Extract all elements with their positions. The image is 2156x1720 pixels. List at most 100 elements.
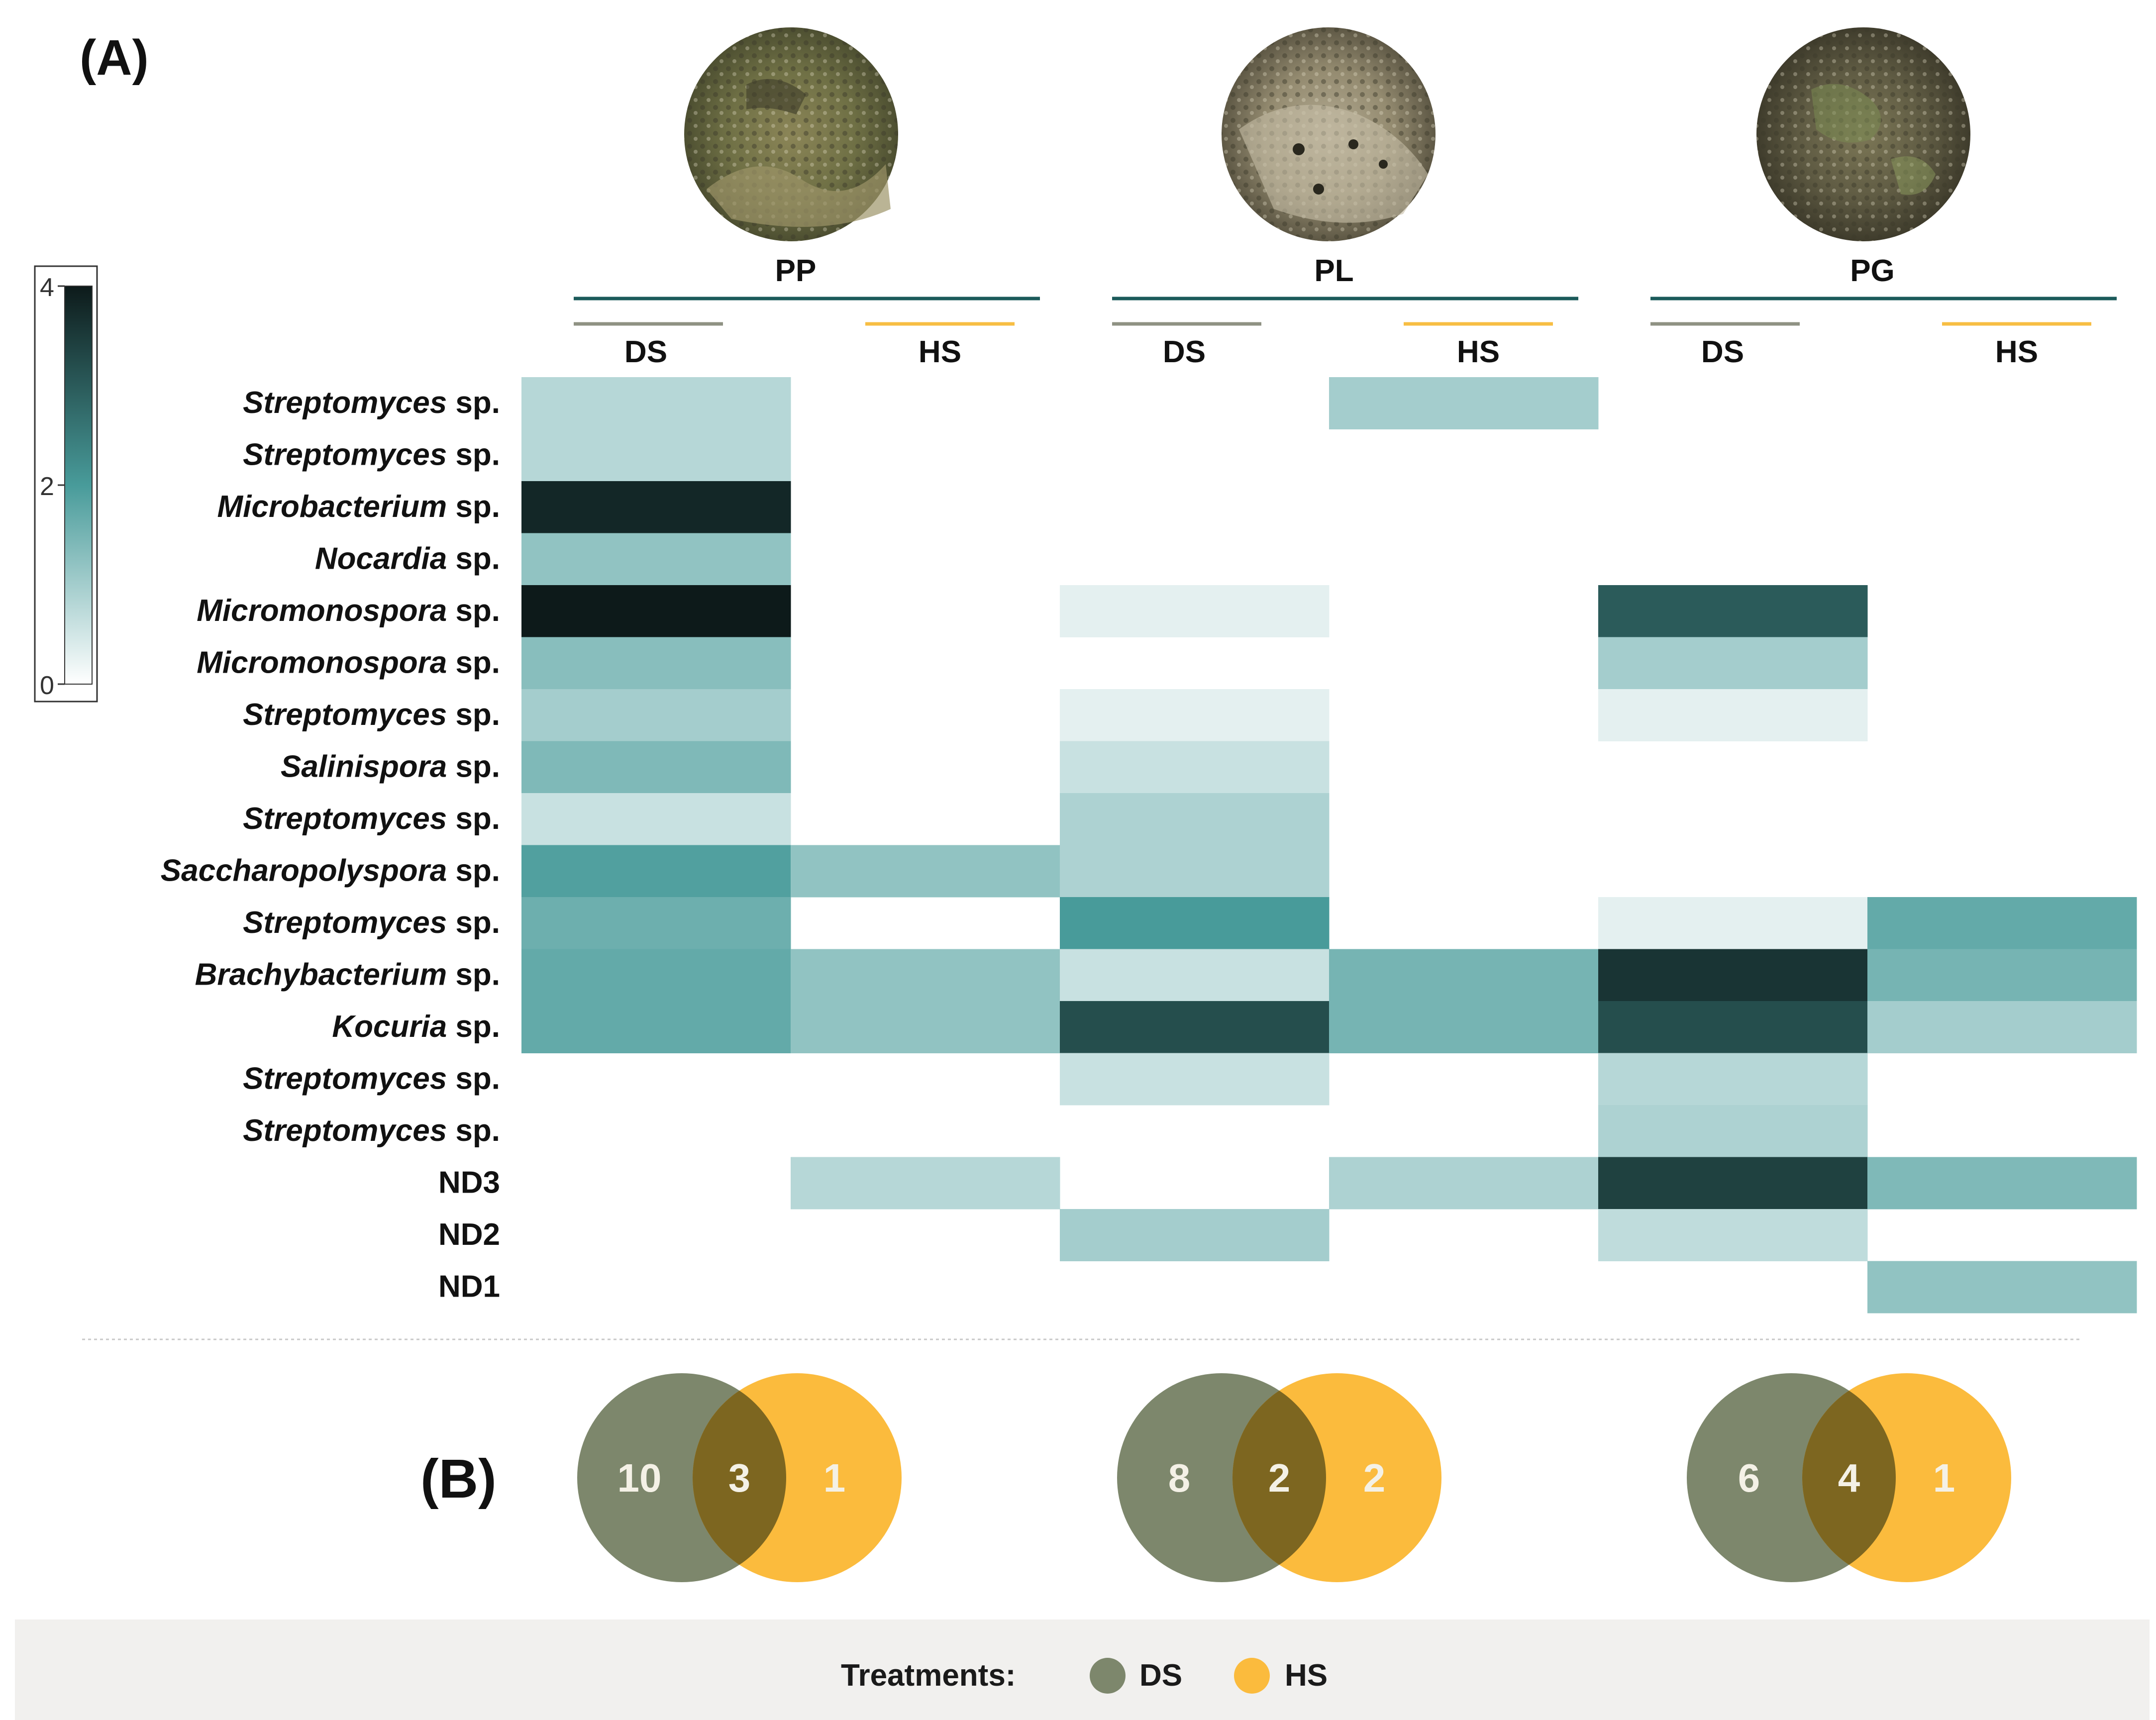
heatmap-cell — [1060, 793, 1330, 845]
colorbar-tick-label-2: 2 — [40, 472, 54, 501]
heatmap-cell — [1060, 1001, 1330, 1053]
legend-label-ds: DS — [1139, 1658, 1183, 1693]
row-label: Saccharopolyspora sp. — [161, 854, 500, 888]
row-label: ND2 — [438, 1217, 500, 1252]
heatmap-cell — [521, 897, 791, 949]
venn-count-hs-only: 2 — [1363, 1456, 1386, 1500]
sponge-photo-pp — [684, 27, 898, 241]
heatmap-cell — [791, 949, 1060, 1002]
venn-count-hs-only: 1 — [823, 1456, 846, 1500]
row-label: ND3 — [438, 1166, 500, 1200]
heatmap-cell — [1329, 1157, 1599, 1210]
legend-label-hs: HS — [1285, 1658, 1328, 1693]
sponge-photo-pl — [1222, 27, 1436, 241]
heatmap-cell — [521, 533, 791, 586]
row-labels: Streptomyces sp. Streptomyces sp. Microbac… — [161, 386, 500, 1304]
colorbar-tick-label-4: 4 — [40, 273, 54, 302]
heatmap-cell — [1867, 949, 2137, 1002]
heatmap-cell — [521, 949, 791, 1002]
heatmap-cell — [1598, 1157, 1868, 1210]
venn-pl: 8 2 2 — [1117, 1373, 1441, 1582]
heatmap-cell — [1060, 1209, 1330, 1261]
heatmap-cell — [1598, 949, 1868, 1002]
heatmap-cell — [1598, 637, 1868, 690]
row-label: Micromonospora sp. — [197, 646, 500, 680]
row-label: Brachybacterium sp. — [195, 958, 500, 992]
heatmap-cells — [521, 377, 2137, 1314]
heatmap-cell — [521, 585, 791, 637]
venn-pg: 6 4 1 — [1687, 1373, 2011, 1582]
heatmap-cell — [521, 793, 791, 845]
heatmap-cell — [521, 377, 791, 429]
heatmap-cell — [1060, 949, 1330, 1002]
heatmap-cell — [791, 1157, 1060, 1210]
venn-count-ds-only: 10 — [617, 1456, 662, 1500]
heatmap-cell — [1598, 897, 1868, 949]
heatmap-cell — [1867, 1001, 2137, 1053]
venn-diagrams: 10 3 1 8 2 2 6 4 1 — [577, 1373, 2011, 1582]
row-label: Streptomyces sp. — [243, 1062, 500, 1096]
heatmap-cell — [1060, 741, 1330, 794]
group-label-pl: PL — [1314, 254, 1353, 288]
row-label: Microbacterium sp. — [217, 490, 500, 524]
heatmap-cell — [521, 689, 791, 741]
heatmap-cell — [1060, 1053, 1330, 1106]
treatment-label-pl-ds: DS — [1163, 335, 1206, 369]
heatmap-cell — [1867, 1261, 2137, 1314]
heatmap-cell — [1060, 585, 1330, 637]
heatmap-cell — [1329, 1001, 1599, 1053]
heatmap-cell — [1598, 1001, 1868, 1053]
heatmap-cell — [791, 845, 1060, 898]
venn-count-shared: 3 — [728, 1456, 751, 1500]
heatmap-cell — [521, 429, 791, 482]
heatmap-cell — [1060, 845, 1330, 898]
heatmap-cell — [521, 481, 791, 533]
column-headers: PP DS HS PL DS HS PG DS HS — [574, 254, 2117, 369]
venn-pp: 10 3 1 — [577, 1373, 902, 1582]
heatmap-cell — [1329, 949, 1599, 1002]
venn-count-ds-only: 8 — [1168, 1456, 1191, 1500]
venn-count-hs-only: 1 — [1933, 1456, 1955, 1500]
legend-dot-ds — [1090, 1658, 1126, 1694]
colorbar-tick-label-0: 0 — [40, 671, 54, 700]
row-label: ND1 — [438, 1270, 500, 1304]
colorbar-gradient — [64, 286, 93, 685]
heatmap-cell — [1060, 689, 1330, 741]
sponge-photo-pg — [1756, 27, 1970, 241]
heatmap-cell — [1867, 1157, 2137, 1210]
row-label: Streptomyces sp. — [243, 386, 500, 420]
row-label: Streptomyces sp. — [243, 802, 500, 836]
row-label: Streptomyces sp. — [243, 698, 500, 732]
treatment-label-pl-hs: HS — [1457, 335, 1500, 369]
venn-overlap — [1802, 1390, 1896, 1565]
row-label: Kocuria sp. — [332, 1010, 500, 1044]
row-label: Streptomyces sp. — [243, 438, 500, 472]
heatmap-cell — [521, 741, 791, 794]
group-label-pp: PP — [775, 254, 817, 288]
venn-count-ds-only: 6 — [1738, 1456, 1760, 1500]
legend-dot-hs — [1234, 1658, 1270, 1694]
panel-label-a: (A) — [80, 30, 149, 86]
treatment-label-pg-ds: DS — [1701, 335, 1744, 369]
treatment-label-pp-hs: HS — [919, 335, 961, 369]
heatmap-cell — [1598, 1105, 1868, 1157]
venn-count-shared: 2 — [1268, 1456, 1291, 1500]
heatmap-cell — [1598, 689, 1868, 741]
legend-title: Treatments: — [841, 1658, 1016, 1693]
heatmap-cell — [1598, 1053, 1868, 1106]
heatmap-cell — [1867, 897, 2137, 949]
row-label: Salinispora sp. — [281, 750, 500, 784]
venn-count-shared: 4 — [1838, 1456, 1860, 1500]
heatmap-cell — [1598, 1209, 1868, 1261]
venn-overlap — [693, 1390, 786, 1565]
legend-bar — [15, 1619, 2150, 1720]
panel-label-b: (B) — [420, 1448, 497, 1510]
heatmap-cell — [521, 637, 791, 690]
treatment-label-pg-hs: HS — [1995, 335, 2038, 369]
treatment-label-pp-ds: DS — [624, 335, 667, 369]
row-label: Micromonospora sp. — [197, 594, 500, 628]
venn-overlap — [1232, 1390, 1326, 1565]
heatmap-cell — [1329, 377, 1599, 429]
heatmap-cell — [521, 845, 791, 898]
